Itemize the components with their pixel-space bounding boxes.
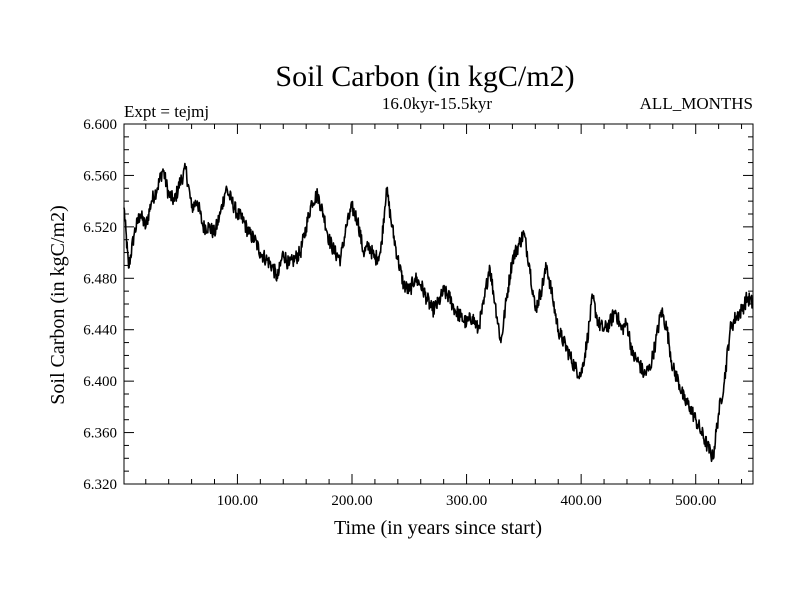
x-tick-label: 400.00	[561, 493, 602, 509]
y-tick-label: 6.600	[83, 117, 117, 133]
plot-frame	[123, 123, 754, 485]
y-axis-label: Soil Carbon (in kgC/m2)	[47, 205, 69, 404]
chart-title: Soil Carbon (in kgC/m2)	[275, 60, 574, 93]
months-label: ALL_MONTHS	[640, 94, 753, 113]
series-line	[123, 162, 754, 463]
x-tick-label: 300.00	[446, 493, 487, 509]
x-axis-label: Time (in years since start)	[334, 517, 542, 539]
y-tick-label: 6.560	[83, 168, 117, 184]
x-tick-label: 100.00	[217, 493, 258, 509]
y-tick-label: 6.520	[83, 220, 117, 236]
y-tick-label: 6.320	[83, 477, 117, 493]
y-tick-label: 6.360	[83, 426, 117, 442]
x-tick-label: 500.00	[675, 493, 716, 509]
y-tick-label: 6.440	[83, 323, 117, 339]
axis-ticks	[124, 123, 753, 485]
x-tick-label: 200.00	[331, 493, 372, 509]
experiment-label: Expt = tejmj	[124, 102, 209, 121]
axis-tick-labels: 100.00 200.00 300.00 400.00 500.00 6.320 6.360…	[83, 117, 716, 509]
y-tick-label: 6.480	[83, 271, 117, 287]
chart-subtitle: 16.0kyr-15.5kyr	[382, 94, 492, 113]
y-tick-label: 6.400	[83, 374, 117, 390]
